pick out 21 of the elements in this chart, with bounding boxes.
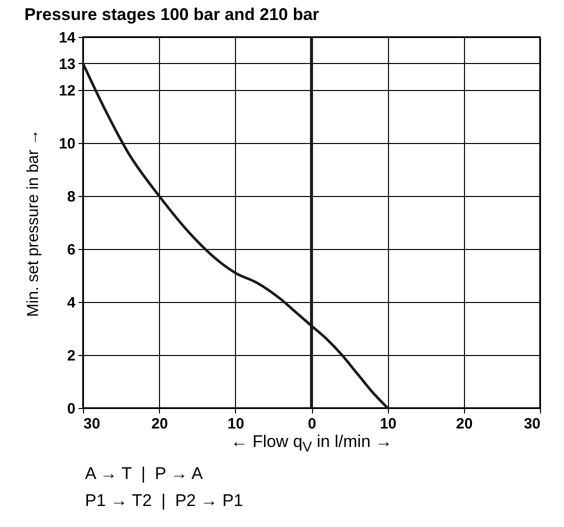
y-tick-label: 13 — [58, 56, 76, 73]
x-tick-label: 10 — [227, 416, 244, 432]
y-tick-label: 10 — [58, 136, 76, 152]
y-tick-label: 6 — [67, 242, 76, 258]
y-tick-label: 14 — [58, 30, 76, 46]
x-tick-label: 0 — [308, 416, 316, 432]
text: A → T | P → A — [85, 464, 203, 483]
x-tick-label: 10 — [380, 416, 397, 432]
x-tick-label: 20 — [456, 416, 473, 432]
y-tick-label: 2 — [67, 348, 76, 364]
y-axis-title: Min. set pressure in bar → — [24, 129, 42, 317]
x-tick-label: 30 — [524, 416, 540, 432]
text: P1 → T2 | P2 → P1 — [85, 491, 244, 510]
y-tick-label: 8 — [67, 188, 76, 206]
y-tick-label: 4 — [67, 294, 76, 312]
y-tick-label: 0 — [67, 400, 76, 418]
x-axis-title: ← Flow q$_{V}$ in l/min → — [230, 432, 394, 456]
y-tick-label: 12 — [58, 82, 76, 100]
x-tick-label: 30 — [84, 416, 100, 432]
chart-title: Pressure stages 100 bar and 210 bar — [24, 5, 320, 24]
x-tick-label: 20 — [151, 416, 168, 432]
